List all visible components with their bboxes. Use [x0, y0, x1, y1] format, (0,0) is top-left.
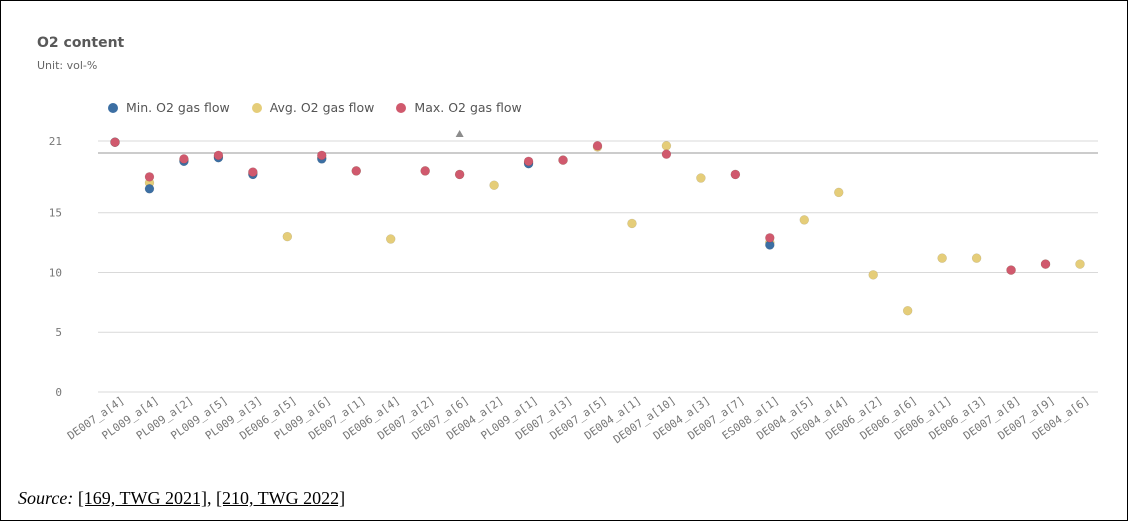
point-max: [420, 166, 430, 176]
point-avg: [696, 173, 706, 183]
source-separator: ,: [206, 488, 216, 508]
point-avg: [834, 187, 844, 198]
point-avg: [937, 253, 947, 263]
point-max: [351, 166, 361, 176]
legend-dot-min: [108, 102, 118, 113]
legend-item-max[interactable]: Max. O2 gas flow: [396, 100, 522, 115]
source-line: Source: [169, TWG 2021], [210, TWG 2022]: [18, 488, 345, 509]
point-max: [765, 233, 775, 243]
point-avg: [661, 141, 672, 151]
chart-legend: Min. O2 gas flow Avg. O2 gas flow Max. O…: [108, 100, 522, 115]
point-max: [1040, 259, 1051, 269]
point-max: [730, 169, 741, 180]
legend-label-max: Max. O2 gas flow: [414, 100, 522, 115]
source-label: Source:: [18, 488, 74, 508]
chart-title: O2 content: [37, 35, 125, 51]
legend-item-avg[interactable]: Avg. O2 gas flow: [251, 100, 375, 115]
point-max: [661, 149, 672, 159]
point-max: [248, 167, 258, 177]
point-max: [558, 155, 568, 165]
point-avg: [799, 215, 810, 225]
marker-triangle-icon: [455, 130, 464, 137]
source-ref-2[interactable]: [210, TWG 2022]: [215, 488, 346, 508]
y-tick-label: 21: [49, 135, 62, 148]
point-avg: [627, 218, 637, 229]
point-avg: [385, 234, 396, 244]
point-max: [592, 141, 603, 151]
point-avg: [902, 305, 913, 316]
legend-label-min: Min. O2 gas flow: [126, 100, 230, 115]
point-avg: [971, 253, 982, 263]
point-avg: [282, 231, 293, 242]
point-max: [213, 150, 224, 161]
point-avg: [489, 180, 499, 190]
point-max: [144, 172, 155, 182]
legend-dot-avg: [251, 102, 262, 113]
point-avg: [868, 270, 878, 280]
point-max: [523, 156, 534, 167]
y-tick-label: 10: [49, 266, 62, 279]
scatter-chart: 05101521DE007_a[4]PL009_a[4]PL009_a[2]PL…: [49, 130, 1098, 446]
y-tick-label: 0: [55, 386, 62, 399]
point-max: [317, 150, 327, 161]
legend-dot-max: [396, 102, 407, 113]
point-avg: [1075, 259, 1085, 269]
point-max: [454, 169, 465, 180]
source-ref-1[interactable]: [169, TWG 2021]: [77, 488, 207, 508]
point-min: [144, 184, 155, 194]
point-max: [179, 154, 189, 164]
point-max: [110, 137, 120, 147]
point-max: [1006, 265, 1016, 275]
y-tick-label: 15: [49, 207, 62, 220]
chart-subtitle: Unit: vol-%: [37, 59, 98, 72]
legend-item-min[interactable]: Min. O2 gas flow: [108, 100, 230, 115]
legend-label-avg: Avg. O2 gas flow: [269, 100, 375, 115]
y-tick-label: 5: [55, 326, 62, 339]
